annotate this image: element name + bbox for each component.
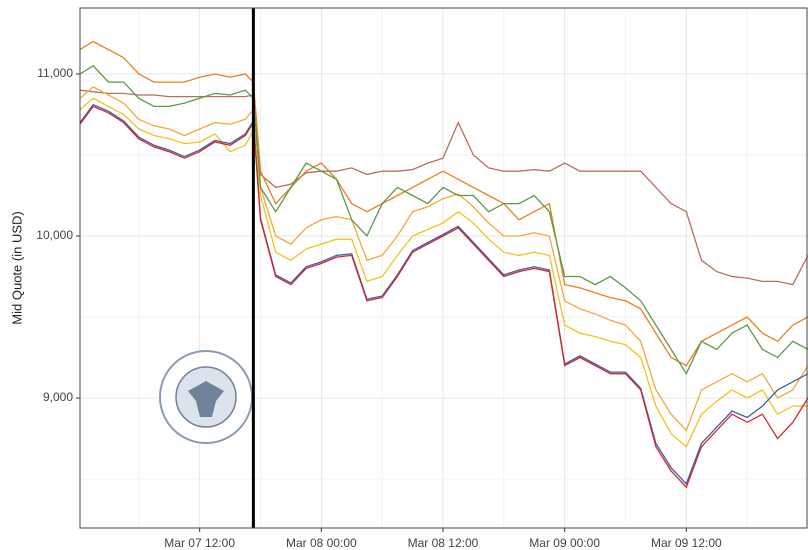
series-line [80,64,808,376]
x-tick-label: Mar 07 12:00 [164,536,235,550]
series-line [80,97,808,448]
plot-border [79,7,808,529]
y-axis-label: Mid Quote (in USD) [9,211,24,324]
y-tick-label: 9,000 [43,390,73,404]
series-line [80,40,808,367]
x-tick-label: Mar 09 12:00 [651,536,722,550]
seal-eagle [188,381,224,417]
series-line [80,86,808,432]
y-tick-label: 11,000 [37,66,73,80]
x-tick-label: Mar 09 00:00 [529,536,600,550]
x-tick-label: Mar 08 00:00 [286,536,357,550]
seal-logo [159,350,253,444]
y-tick-label: 10,000 [36,228,73,242]
series-line [80,103,808,486]
series-line [80,89,808,286]
x-tick-label: Mar 08 12:00 [408,536,479,550]
series-line [80,105,808,489]
